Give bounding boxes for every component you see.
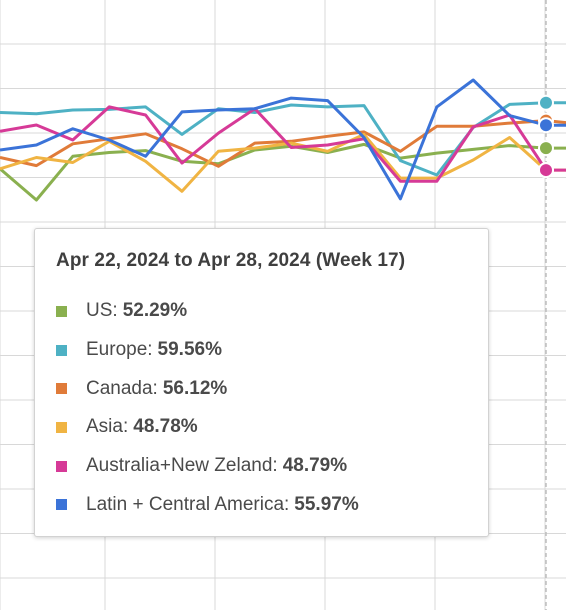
series-line-europe <box>0 101 566 177</box>
hover-marker-australia-new-zeland <box>538 162 554 179</box>
series-label: US: <box>86 300 118 322</box>
series-value: 48.78% <box>133 416 198 438</box>
series-label: Europe: <box>86 339 153 361</box>
legend-swatch-europe <box>56 344 67 356</box>
tooltip-row-canada: Canada: 56.12% <box>56 369 488 408</box>
legend-swatch-canada <box>56 383 67 395</box>
series-label: Asia: <box>86 416 129 438</box>
legend-swatch-us <box>56 305 67 317</box>
tooltip-title: Apr 22, 2024 to Apr 28, 2024 (Week 17) <box>56 250 406 271</box>
series-lines <box>0 78 566 202</box>
tooltip-row-australia-nz: Australia+New Zeland: 48.79% <box>56 447 488 486</box>
legend-swatch-australia-nz <box>56 460 67 472</box>
series-line-us <box>0 142 566 202</box>
tooltip-row-asia: Asia: 48.78% <box>56 408 488 447</box>
series-label: Australia+New Zeland: <box>86 455 278 477</box>
series-value: 52.29% <box>122 300 188 322</box>
tooltip-row-us: US: 52.29% <box>56 292 488 331</box>
tooltip-row-latin-america: Latin + Central America: 55.97% <box>56 485 488 524</box>
tooltip-rows: US: 52.29% Europe: 59.56% Canada: 56.12%… <box>56 292 488 524</box>
chart-tooltip: Apr 22, 2024 to Apr 28, 2024 (Week 17) U… <box>34 228 489 537</box>
hover-marker-latin-central-america <box>538 117 554 134</box>
hover-markers <box>538 94 554 179</box>
series-value: 56.12% <box>162 377 228 399</box>
hover-marker-europe <box>538 94 554 111</box>
legend-swatch-asia <box>56 421 67 433</box>
hover-marker-us <box>538 140 554 157</box>
series-value: 55.97% <box>294 493 359 515</box>
series-label: Latin + Central America: <box>86 493 290 515</box>
legend-swatch-latin-america <box>56 499 67 511</box>
tooltip-row-europe: Europe: 59.56% <box>56 331 488 370</box>
series-value: 59.56% <box>157 339 222 361</box>
series-line-latin-central-america <box>0 78 566 201</box>
series-line-australia-new-zeland <box>0 105 566 183</box>
series-value: 48.79% <box>282 455 348 477</box>
series-label: Canada: <box>86 377 158 399</box>
